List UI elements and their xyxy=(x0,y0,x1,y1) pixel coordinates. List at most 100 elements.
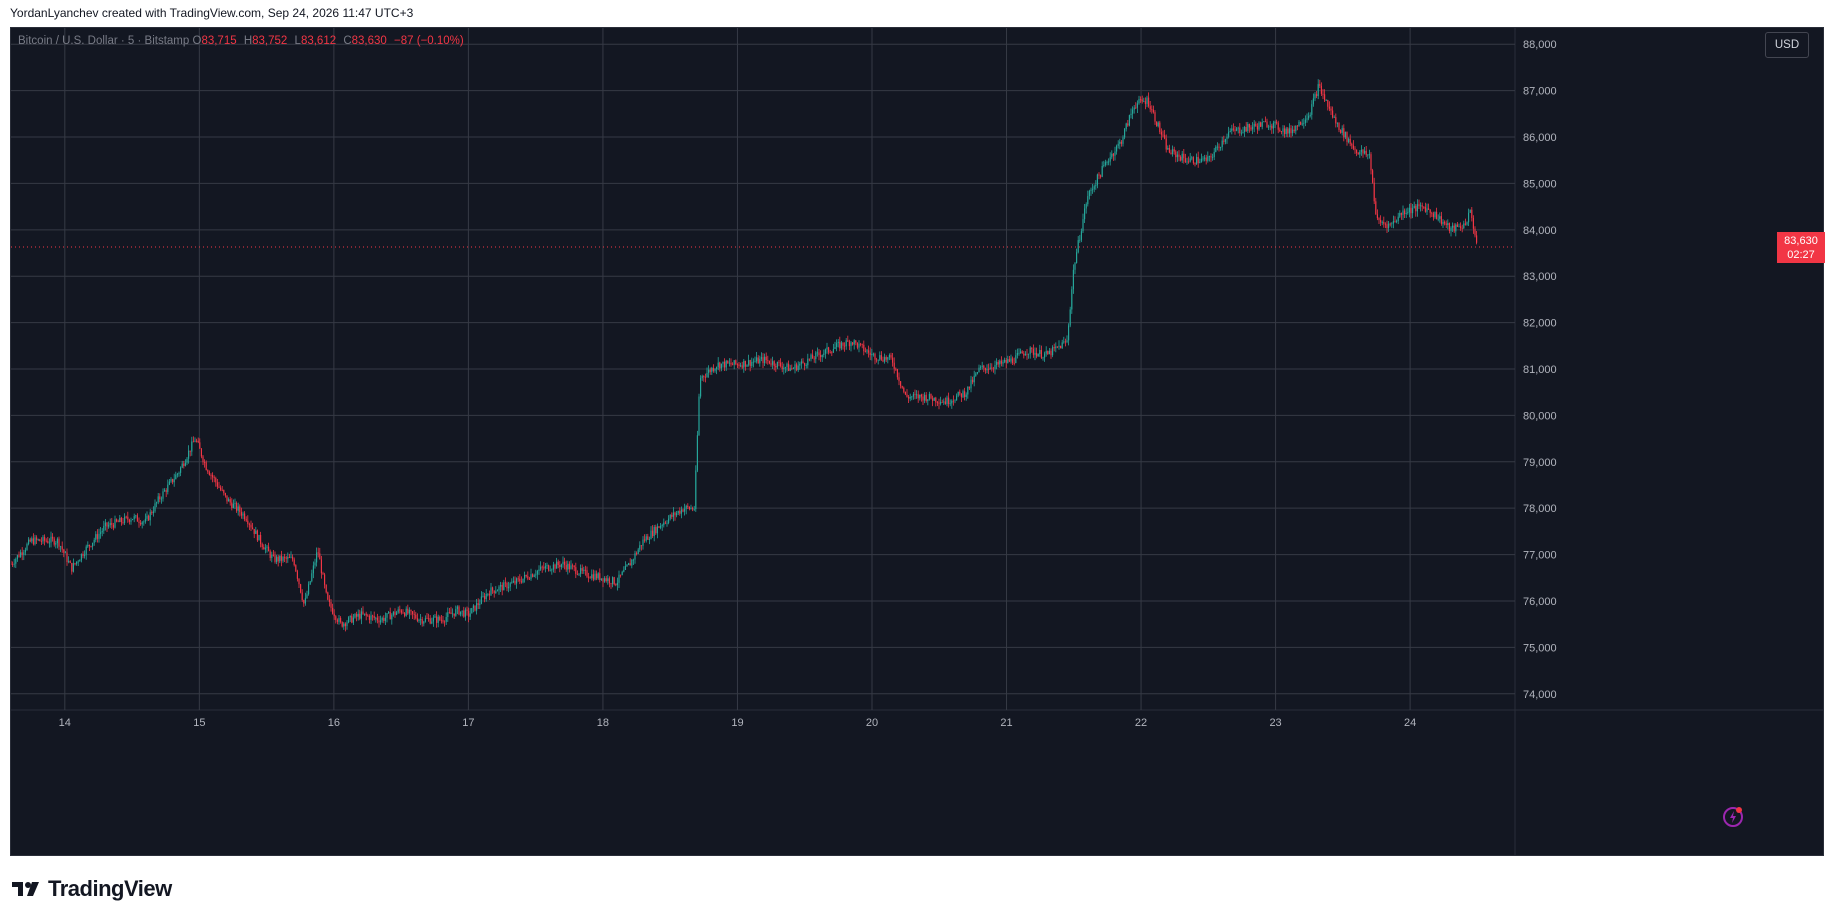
candle-body xyxy=(477,603,479,605)
candle-body xyxy=(1452,225,1454,228)
candle-body xyxy=(706,372,708,378)
candle-body xyxy=(1372,170,1374,183)
candle-body xyxy=(1312,98,1314,105)
candle-body xyxy=(1186,161,1188,163)
candle-body xyxy=(592,574,594,580)
y-tick-label: 79,000 xyxy=(1523,457,1557,469)
candle-body xyxy=(1103,165,1105,167)
candle-body xyxy=(213,477,215,479)
candle-body xyxy=(637,549,639,554)
candle-body xyxy=(274,555,276,562)
candle-body xyxy=(1224,138,1226,142)
y-tick-label: 86,000 xyxy=(1523,132,1557,144)
candle-body xyxy=(831,352,833,354)
lightning-icon[interactable] xyxy=(1721,805,1745,829)
candle-body xyxy=(527,576,529,579)
candle-body xyxy=(501,584,503,591)
candle-body xyxy=(1212,157,1214,158)
candle-body xyxy=(1388,223,1390,229)
candle-body xyxy=(426,618,428,620)
candle-body xyxy=(212,475,214,478)
candle-body xyxy=(1132,109,1134,114)
candle-body xyxy=(661,525,663,526)
y-tick-label: 74,000 xyxy=(1523,689,1557,701)
candle-body xyxy=(392,611,394,615)
candle-body xyxy=(756,357,758,362)
candle-body xyxy=(1301,123,1303,125)
candle-body xyxy=(301,592,303,601)
candle-body xyxy=(1079,239,1081,241)
attribution-text: YordanLyanchev created with TradingView.… xyxy=(10,6,414,20)
candle-body xyxy=(797,365,799,371)
candle-body xyxy=(415,614,417,619)
candle-body xyxy=(820,355,822,358)
candle-body xyxy=(64,552,66,554)
candle-body xyxy=(1165,138,1167,150)
candle-body xyxy=(160,498,162,500)
y-tick-label: 85,000 xyxy=(1523,178,1557,190)
candle-body xyxy=(263,547,265,550)
candle-body xyxy=(269,551,271,558)
candle-body xyxy=(1466,222,1468,225)
candle-body xyxy=(248,523,250,525)
candle-body xyxy=(445,617,447,622)
candle-body xyxy=(39,539,41,542)
candle-body xyxy=(1096,174,1098,186)
candle-body xyxy=(223,490,225,494)
candle-body xyxy=(1215,146,1217,152)
candle-body xyxy=(762,357,764,364)
candle-body xyxy=(642,539,644,546)
candle-body xyxy=(856,342,858,348)
candle-body xyxy=(986,369,988,371)
candle-body xyxy=(687,505,689,507)
candle-body xyxy=(511,582,513,584)
candle-body xyxy=(989,367,991,370)
currency-button[interactable]: USD xyxy=(1765,32,1809,58)
candle-body xyxy=(917,394,919,399)
candlestick-chart[interactable]: 74,000 75,000 76,000 77,000 78,000 79,000 80,0… xyxy=(11,28,1823,855)
candle-body xyxy=(892,357,894,363)
candle-body xyxy=(1292,129,1294,134)
candle-body xyxy=(175,474,177,480)
candle-body xyxy=(428,618,430,620)
candle-body xyxy=(234,503,236,504)
candle-body xyxy=(533,575,535,577)
candle-body xyxy=(58,538,60,547)
candle-body xyxy=(704,376,706,378)
candle-body xyxy=(21,552,23,555)
candle-body xyxy=(303,600,305,604)
candle-body xyxy=(236,503,238,511)
candle-body xyxy=(1004,359,1006,362)
candle-body xyxy=(845,340,847,347)
candle-body xyxy=(693,509,695,510)
candle-body xyxy=(712,367,714,371)
candle-body xyxy=(1140,98,1142,100)
candle-body xyxy=(172,479,174,483)
candle-body xyxy=(93,539,95,543)
candle-body xyxy=(314,562,316,566)
candle-body xyxy=(1386,224,1388,229)
candle-body xyxy=(556,561,558,569)
candle-body xyxy=(309,581,311,585)
candle-body xyxy=(226,495,228,502)
candle-body xyxy=(1245,126,1247,132)
candle-body xyxy=(253,528,255,534)
candle-body xyxy=(1005,359,1007,364)
candle-body xyxy=(306,594,308,599)
candle-body xyxy=(1322,93,1324,95)
candle-body xyxy=(215,478,217,483)
candle-body xyxy=(384,617,386,621)
candle-body xyxy=(1071,289,1073,310)
candle-body xyxy=(444,621,446,623)
candle-body xyxy=(586,570,588,577)
candle-body xyxy=(1032,349,1034,355)
chart-panel[interactable]: 74,000 75,000 76,000 77,000 78,000 79,000 80,0… xyxy=(10,27,1824,856)
candle-body xyxy=(1066,340,1068,342)
candle-body xyxy=(540,566,542,570)
candle-body xyxy=(832,349,834,353)
candle-body xyxy=(1253,123,1255,127)
candle-body xyxy=(1263,121,1265,123)
tradingview-logo[interactable]: TradingView xyxy=(12,876,172,902)
candle-body xyxy=(650,530,652,539)
candle-body xyxy=(749,360,751,366)
